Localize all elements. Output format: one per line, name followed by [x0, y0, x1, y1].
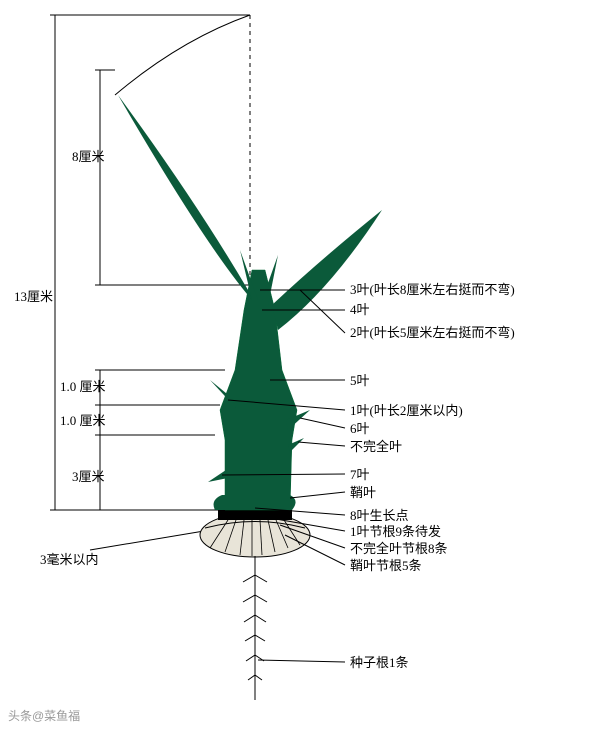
label-sheath: 鞘叶 — [350, 486, 376, 499]
dim-root: 3毫米以内 — [40, 553, 99, 566]
diagram-stage: 13厘米 8厘米 1.0 厘米 1.0 厘米 3厘米 3毫米以内 3叶(叶长8厘… — [0, 0, 598, 730]
dim-seg1: 1.0 厘米 — [60, 380, 106, 393]
label-l3: 3叶(叶长8厘米左右挺而不弯) — [350, 283, 515, 296]
label-l2: 2叶(叶长5厘米左右挺而不弯) — [350, 326, 515, 339]
dim-total: 13厘米 — [14, 290, 53, 303]
label-l5: 5叶 — [350, 374, 370, 387]
dim-topleaf: 8厘米 — [72, 150, 105, 163]
label-seedroot: 种子根1条 — [350, 656, 409, 669]
plant-svg — [0, 0, 598, 730]
label-l4: 4叶 — [350, 303, 370, 316]
label-l7: 7叶 — [350, 468, 370, 481]
dim-seg2: 1.0 厘米 — [60, 414, 106, 427]
label-noderoot-inc: 不完全叶节根8条 — [350, 542, 448, 555]
label-growth: 8叶生长点 — [350, 509, 409, 522]
label-l1: 1叶(叶长2厘米以内) — [350, 404, 463, 417]
watermark: 头条@菜鱼福 — [8, 707, 80, 724]
label-incomplete: 不完全叶 — [350, 440, 402, 453]
label-l6: 6叶 — [350, 422, 370, 435]
dim-seg3: 3厘米 — [72, 470, 105, 483]
label-noderoot1: 1叶节根9条待发 — [350, 525, 441, 538]
label-noderoot-sheath: 鞘叶节根5条 — [350, 559, 422, 572]
